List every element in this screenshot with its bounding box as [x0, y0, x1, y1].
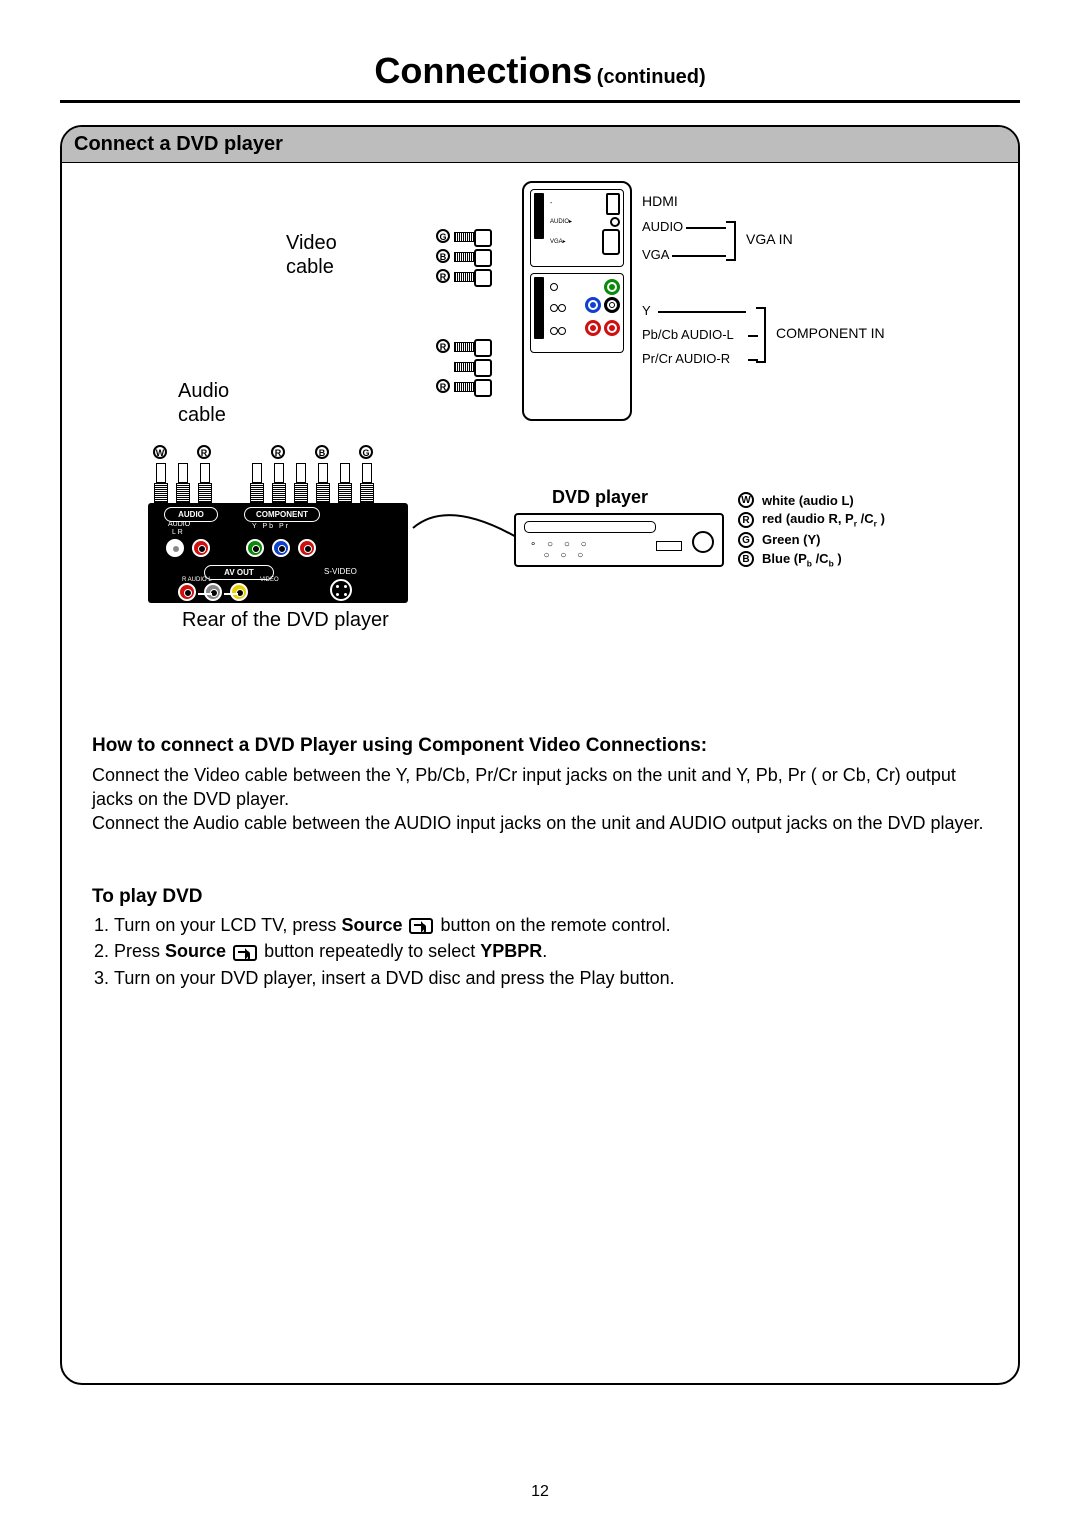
port-strip-icon	[534, 277, 544, 339]
audio-r-jack-icon	[604, 320, 620, 336]
instructions: How to connect a DVD Player using Compon…	[62, 733, 1018, 990]
rca-plug-icon	[454, 269, 492, 283]
audio-l-jack-icon	[604, 297, 620, 313]
plug-code-b: B	[436, 249, 450, 263]
tv-label-hdmi: HDMI	[642, 193, 678, 209]
tv-label-audio: AUDIO	[642, 219, 683, 234]
howto-p2: Connect the Audio cable between the AUDI…	[92, 811, 988, 835]
tv-label-vga: VGA	[642, 247, 669, 262]
play-step-1: Turn on your LCD TV, press Source button…	[114, 913, 988, 937]
legend-green: Green (Y)	[762, 532, 821, 547]
panel-header: Connect a DVD player	[62, 127, 1018, 163]
play-step-3: Turn on your DVD player, insert a DVD di…	[114, 966, 988, 990]
title-main: Connections	[374, 50, 592, 91]
plug-code-r: R	[436, 339, 450, 353]
rca-plug-icon	[454, 359, 492, 373]
title-rule	[60, 100, 1020, 103]
bracket-component-in: COMPONENT IN	[776, 325, 885, 341]
dvd-rear-panel: AUDIO AUDIO L R COMPONENT Y Pb Pr AV OUT…	[148, 503, 408, 603]
color-legend: Wwhite (audio L) Rred (audio R, Pr /Cr )…	[738, 489, 885, 571]
dvd-rear-svideo-label: S-VIDEO	[324, 567, 357, 576]
rca-red-icon	[192, 539, 210, 557]
dvd-knob-icon	[692, 531, 714, 553]
rca-green-icon	[246, 539, 264, 557]
port-strip-icon	[534, 193, 544, 239]
pb-jack-icon	[585, 297, 601, 313]
page-title: Connections (continued)	[60, 50, 1020, 92]
rca-plug-icon	[454, 229, 492, 243]
title-sub: (continued)	[597, 66, 706, 88]
pr-jack-icon	[585, 320, 601, 336]
pointer-curve-icon	[408, 503, 528, 563]
tv-port-panel: - AUDIO▸ VGA▸	[522, 181, 632, 421]
audio-cable-label: Audio cable	[178, 379, 229, 427]
legend-blue: Blue (Pb /Cb )	[762, 551, 842, 569]
plug-code-r: R	[436, 379, 450, 393]
rca-yellow-icon	[230, 583, 248, 601]
audio-vplugs: W R	[152, 445, 212, 503]
rca-plug-icon	[454, 379, 492, 393]
play-heading: To play DVD	[92, 884, 988, 910]
legend-white: white (audio L)	[762, 493, 854, 508]
legend-red: red (audio R, Pr /Cr )	[762, 511, 885, 529]
play-steps: Turn on your LCD TV, press Source button…	[114, 913, 988, 990]
connection-diagram: Video cable Audio cable G B R R R -	[62, 163, 1018, 703]
dvd-player-front: ∘ ○ ○ ○ ○ ○ ○	[514, 513, 724, 567]
video-plugs: G B R R R	[432, 223, 492, 399]
plug-code-r: R	[436, 269, 450, 283]
tv-label-y: Y	[642, 303, 651, 318]
mini-jack-icon	[550, 283, 558, 291]
bracket-vga-in: VGA IN	[746, 231, 793, 247]
play-step-2: Press Source button repeatedly to select…	[114, 939, 988, 963]
component-vplugs: R B G	[248, 445, 374, 503]
rca-blue-icon	[272, 539, 290, 557]
main-panel: Connect a DVD player Video cable Audio c…	[60, 125, 1020, 1385]
rca-red-icon	[178, 583, 196, 601]
source-icon	[409, 918, 433, 934]
source-icon	[233, 945, 257, 961]
y-jack-icon	[604, 279, 620, 295]
video-cable-label: Video cable	[286, 231, 337, 279]
rca-plug-icon	[454, 249, 492, 263]
rear-caption: Rear of the DVD player	[182, 609, 389, 632]
vga-port-icon	[602, 229, 620, 255]
rca-red-icon	[298, 539, 316, 557]
dvd-rear-audio-label: AUDIO	[164, 507, 218, 522]
howto-p1: Connect the Video cable between the Y, P…	[92, 763, 988, 812]
tv-label-prcr: Pr/Cr AUDIO-R	[642, 351, 730, 366]
dvd-rear-component-label: COMPONENT	[244, 507, 320, 522]
dvd-player-label: DVD player	[552, 487, 648, 508]
rca-white-icon	[166, 539, 184, 557]
plug-code-g: G	[436, 229, 450, 243]
rca-plug-icon	[454, 339, 492, 353]
tv-label-pbcb: Pb/Cb AUDIO-L	[642, 327, 734, 342]
hdmi-port-icon	[606, 193, 620, 215]
audio-jack-icon	[610, 217, 620, 227]
rca-gray-icon	[204, 583, 222, 601]
page-number: 12	[60, 1483, 1020, 1501]
page: Connections (continued) Connect a DVD pl…	[60, 50, 1020, 1467]
howto-heading: How to connect a DVD Player using Compon…	[92, 733, 988, 759]
svideo-port-icon	[330, 579, 352, 601]
